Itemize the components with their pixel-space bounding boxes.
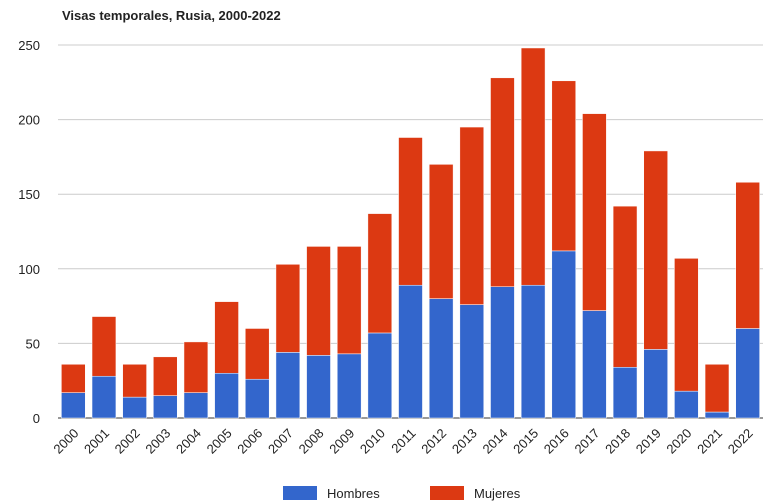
bars [61, 47, 760, 419]
bar-mujeres-2000 [61, 364, 86, 393]
x-tick-label: 2008 [296, 426, 327, 457]
x-tick-label: 2000 [50, 426, 81, 457]
x-tick-label: 2010 [357, 426, 388, 457]
bar-hombres-2007 [275, 352, 301, 419]
y-tick-label: 150 [18, 187, 40, 202]
x-tick-label: 2016 [541, 426, 572, 457]
bar-hombres-2005 [214, 372, 239, 419]
legend-label-hombres: Hombres [327, 486, 380, 501]
bar-mujeres-2004 [183, 341, 209, 393]
bar-hombres-2018 [612, 367, 638, 419]
bar-hombres-2011 [398, 284, 423, 419]
bar-hombres-2016 [551, 250, 576, 419]
x-tick-label: 2009 [326, 426, 357, 457]
x-tick-label: 2017 [571, 426, 602, 457]
legend-swatch-mujeres [430, 486, 464, 500]
x-tick-label: 2001 [81, 426, 112, 457]
bar-mujeres-2011 [398, 137, 423, 286]
bar-mujeres-2018 [612, 205, 638, 368]
bar-mujeres-2016 [551, 80, 576, 252]
bar-hombres-2021 [704, 411, 730, 419]
x-tick-label: 2018 [602, 426, 633, 457]
bar-hombres-2010 [367, 332, 393, 419]
bar-hombres-2003 [153, 395, 178, 419]
x-tick-label: 2015 [510, 426, 541, 457]
bar-hombres-2000 [61, 392, 86, 419]
bar-hombres-2002 [122, 396, 147, 419]
bar-mujeres-2014 [490, 77, 515, 287]
bar-mujeres-2001 [91, 316, 117, 377]
legend-label-mujeres: Mujeres [474, 486, 521, 501]
bar-mujeres-2021 [704, 364, 730, 413]
bar-hombres-2019 [643, 349, 668, 419]
bar-hombres-2014 [490, 286, 515, 419]
bar-mujeres-2007 [275, 264, 301, 353]
y-tick-label: 50 [26, 336, 40, 351]
bar-mujeres-2006 [245, 328, 270, 380]
bar-mujeres-2003 [153, 356, 178, 396]
bar-hombres-2006 [245, 378, 270, 419]
x-tick-label: 2002 [112, 426, 143, 457]
bar-mujeres-2012 [428, 164, 454, 299]
bar-hombres-2008 [306, 355, 331, 419]
legend-swatch-hombres [283, 486, 317, 500]
bar-hombres-2004 [183, 392, 209, 419]
bar-hombres-2013 [459, 304, 485, 419]
bar-mujeres-2009 [336, 246, 362, 355]
x-tick-label: 2013 [449, 426, 480, 457]
bar-mujeres-2020 [674, 258, 699, 392]
x-tick-label: 2012 [418, 426, 449, 457]
x-tick-label: 2005 [204, 426, 235, 457]
y-tick-label: 0 [33, 411, 40, 426]
y-tick-label: 200 [18, 113, 40, 128]
y-tick-label: 250 [18, 38, 40, 53]
bar-hombres-2022 [735, 328, 760, 419]
bar-mujeres-2008 [306, 246, 331, 356]
y-axis-ticks: 0 50 100 150 200 250 [18, 38, 40, 426]
x-tick-label: 2011 [388, 426, 418, 456]
x-tick-label: 2021 [694, 426, 725, 457]
bar-hombres-2009 [336, 353, 362, 419]
y-tick-label: 100 [18, 262, 40, 277]
x-axis-ticks: 2000 2001 2002 2003 2004 2005 2006 2007 2008 2009… [50, 426, 755, 457]
x-tick-label: 2019 [633, 426, 664, 457]
bar-mujeres-2002 [122, 364, 147, 398]
legend: Hombres Mujeres [283, 486, 521, 501]
bar-hombres-2012 [428, 298, 454, 419]
chart-title: Visas temporales, Rusia, 2000-2022 [62, 8, 281, 23]
bar-hombres-2020 [674, 390, 699, 419]
x-tick-label: 2006 [234, 426, 265, 457]
x-tick-label: 2007 [265, 426, 296, 457]
bar-hombres-2015 [520, 284, 546, 419]
x-tick-label: 2003 [142, 426, 173, 457]
bar-mujeres-2015 [520, 47, 546, 286]
bar-mujeres-2010 [367, 213, 393, 334]
x-tick-label: 2020 [663, 426, 694, 457]
x-tick-label: 2004 [173, 426, 204, 457]
x-tick-label: 2022 [725, 426, 756, 457]
bar-hombres-2001 [91, 375, 117, 419]
bar-mujeres-2022 [735, 182, 760, 329]
x-tick-label: 2014 [480, 426, 511, 457]
bar-mujeres-2013 [459, 126, 485, 305]
bar-mujeres-2019 [643, 150, 668, 350]
bar-mujeres-2005 [214, 301, 239, 374]
bar-hombres-2017 [582, 310, 607, 419]
bar-mujeres-2017 [582, 113, 607, 311]
